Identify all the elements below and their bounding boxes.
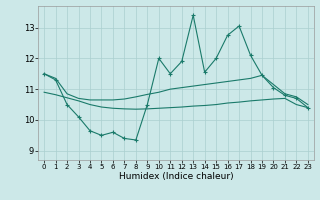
X-axis label: Humidex (Indice chaleur): Humidex (Indice chaleur) — [119, 172, 233, 181]
